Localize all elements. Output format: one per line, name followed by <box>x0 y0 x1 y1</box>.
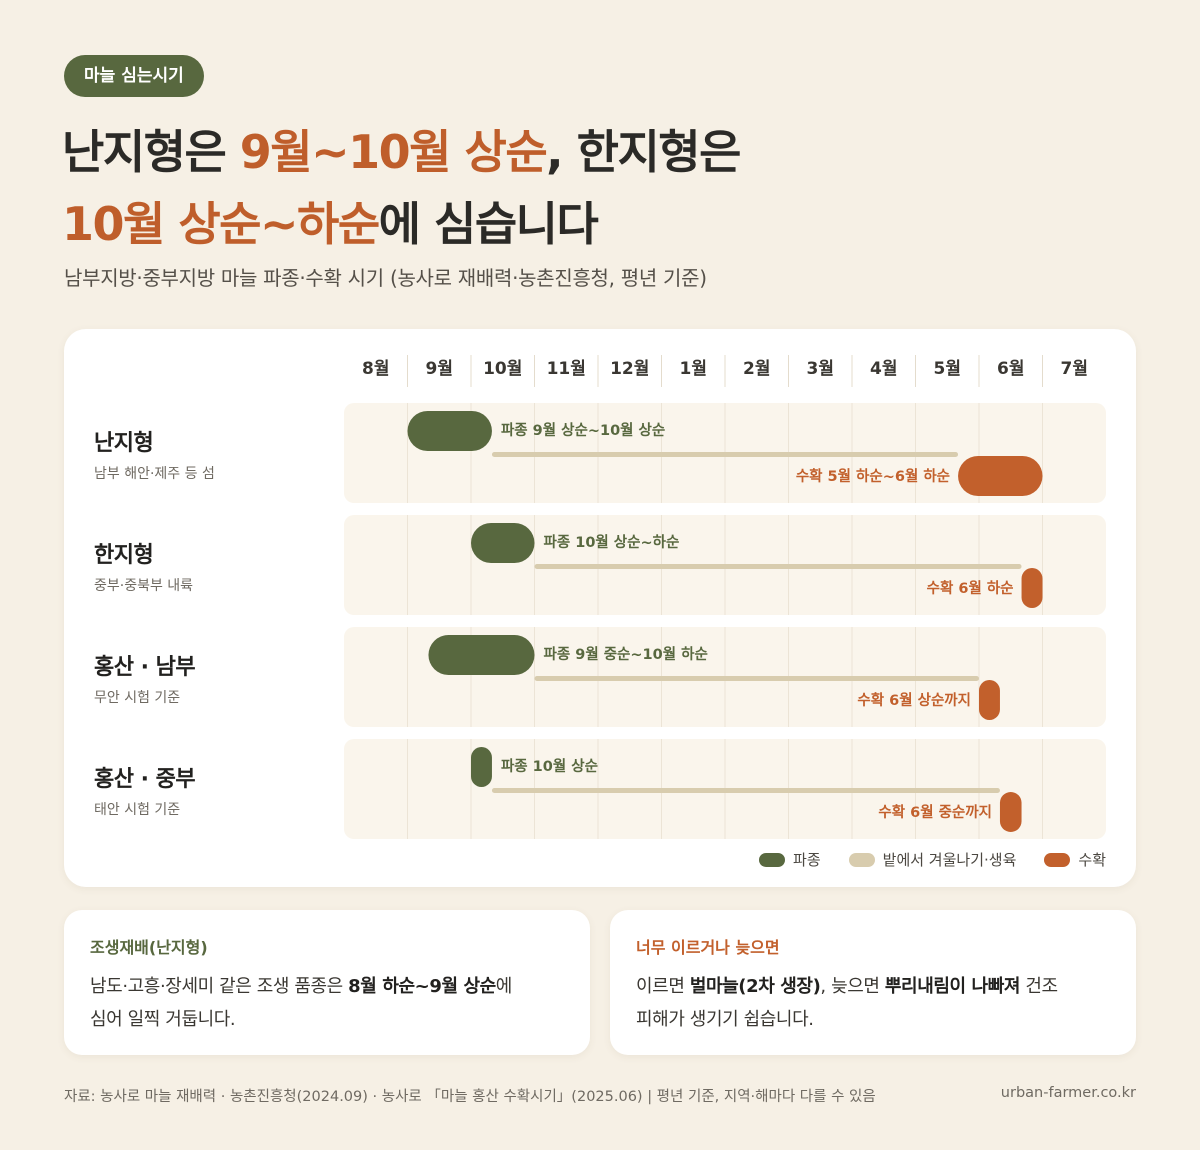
sowing-bar <box>471 523 535 563</box>
month-tick-label: 1월 <box>680 359 707 379</box>
footer: 자료: 농사로 마늘 재배력 · 농촌진흥청(2024.09) · 농사로 「마… <box>64 1085 1136 1106</box>
headline-highlight: 9월~10월 상순 <box>239 125 548 179</box>
month-tick-label: 12월 <box>610 359 649 379</box>
headline-text: , 한지형은 <box>546 125 741 179</box>
legend-item-growing: 밭에서 겨울나기·생육 <box>848 849 1017 870</box>
legend-label: 수확 <box>1078 851 1106 869</box>
headline-line-1: 난지형은 9월~10월 상순, 한지형은 <box>62 116 741 188</box>
note-title: 너무 이르거나 늦으면 <box>636 938 780 957</box>
row-label-hanji: 한지형 중부·중북부 내륙 <box>94 537 193 595</box>
month-tick-label: 10월 <box>483 359 522 379</box>
growing-bar <box>491 452 959 457</box>
legend-swatch <box>848 852 875 867</box>
headline-text: 난지형은 <box>62 125 240 179</box>
note-text: 피해가 생기기 쉽습니다. <box>636 1009 814 1030</box>
harvest-label: 수확 6월 하순 <box>927 579 1014 597</box>
row-label-nanji: 난지형 남부 해안·제주 등 섬 <box>94 425 215 483</box>
harvest-bar <box>979 680 1000 720</box>
note-emphasis: 8월 하순~9월 상순 <box>348 976 496 997</box>
legend-swatch <box>1044 852 1071 867</box>
row-desc: 무안 시험 기준 <box>94 690 181 706</box>
month-tick-label: 11월 <box>547 359 586 379</box>
headline-text: 에 심습니다 <box>378 197 599 251</box>
harvest-bar <box>1021 568 1043 608</box>
growing-bar <box>534 564 1022 569</box>
note-title: 조생재배(난지형) <box>90 938 208 957</box>
harvest-label: 수확 6월 중순까지 <box>878 803 992 821</box>
harvest-bar <box>958 456 1043 496</box>
subtitle: 남부지방·중부지방 마늘 파종·수확 시기 (농사로 재배력·농촌진흥청, 평년… <box>64 266 707 290</box>
legend-item-harvest: 수확 <box>1044 849 1106 870</box>
month-tick-label: 5월 <box>934 359 961 379</box>
sowing-label: 파종 9월 상순~10월 상순 <box>501 422 665 439</box>
headline-line-2: 10월 상순~하순에 심습니다 <box>62 188 740 260</box>
note-text: 건조 <box>1020 976 1058 997</box>
note-emphasis: 벌마늘(2차 생장) <box>689 976 821 997</box>
growing-bar <box>491 788 1000 793</box>
legend-label: 파종 <box>793 851 821 869</box>
row-desc: 태안 시험 기준 <box>94 802 181 818</box>
month-tick-label: 3월 <box>807 359 834 379</box>
source-note: 자료: 농사로 마늘 재배력 · 농촌진흥청(2024.09) · 농사로 「마… <box>64 1089 876 1105</box>
topic-badge: 마늘 심는시기 <box>64 55 204 97</box>
sowing-label: 파종 10월 상순 <box>501 758 598 775</box>
chart-legend: 파종 밭에서 겨울나기·생육 수확 <box>759 849 1106 870</box>
harvest-label: 수확 6월 상순까지 <box>857 691 971 709</box>
note-emphasis: 뿌리내림이 나빠져 <box>884 976 1021 997</box>
note-timing-warning: 너무 이르거나 늦으면 이르면 벌마늘(2차 생장), 늦으면 뿌리내림이 나빠… <box>610 910 1136 1055</box>
note-text: 이르면 <box>636 976 690 997</box>
headline: 난지형은 9월~10월 상순, 한지형은 10월 상순~하순에 심습니다 <box>62 116 741 260</box>
note-body: 이르면 벌마늘(2차 생장), 늦으면 뿌리내림이 나빠져 건조 피해가 생기기… <box>636 970 1110 1036</box>
row-name: 한지형 <box>94 543 154 568</box>
note-text: 에 <box>495 976 513 997</box>
sowing-label: 파종 9월 중순~10월 하순 <box>544 646 708 663</box>
note-text: 심어 일찍 거둡니다. <box>90 1009 236 1030</box>
harvest-label: 수확 5월 하순~6월 하순 <box>796 467 950 485</box>
row-name: 홍산 · 남부 <box>94 655 196 680</box>
row-desc: 중부·중북부 내륙 <box>94 578 194 594</box>
row-label-hongsan-south: 홍산 · 남부 무안 시험 기준 <box>94 649 196 707</box>
note-text: , 늦으면 <box>820 976 885 997</box>
month-tick-label: 4월 <box>870 359 897 379</box>
month-tick-label: 2월 <box>743 359 770 379</box>
site-url: urban-farmer.co.kr <box>1000 1085 1136 1101</box>
note-early-cultivation: 조생재배(난지형) 남도·고흥·장세미 같은 조생 품종은 8월 하순~9월 상… <box>64 910 590 1055</box>
sowing-label: 파종 10월 상순~하순 <box>544 534 680 551</box>
month-tick-label: 7월 <box>1061 359 1088 379</box>
month-tick-label: 9월 <box>426 359 453 379</box>
row-name: 난지형 <box>94 431 154 456</box>
note-body: 남도·고흥·장세미 같은 조생 품종은 8월 하순~9월 상순에 심어 일찍 거… <box>90 970 564 1036</box>
sowing-bar <box>471 747 492 787</box>
legend-swatch <box>759 852 786 867</box>
note-text: 남도·고흥·장세미 같은 조생 품종은 <box>90 976 349 997</box>
row-label-hongsan-central: 홍산 · 중부 태안 시험 기준 <box>94 761 196 819</box>
growing-bar <box>534 676 979 681</box>
harvest-bar <box>999 792 1022 832</box>
row-desc: 남부 해안·제주 등 섬 <box>94 466 215 482</box>
legend-item-sowing: 파종 <box>759 849 821 870</box>
row-name: 홍산 · 중부 <box>94 767 196 792</box>
month-tick-label: 8월 <box>362 359 389 379</box>
month-tick-label: 6월 <box>997 359 1024 379</box>
sowing-bar <box>407 411 492 451</box>
legend-label: 밭에서 겨울나기·생육 <box>882 851 1017 869</box>
sowing-bar <box>428 635 535 675</box>
headline-highlight: 10월 상순~하순 <box>62 197 380 251</box>
